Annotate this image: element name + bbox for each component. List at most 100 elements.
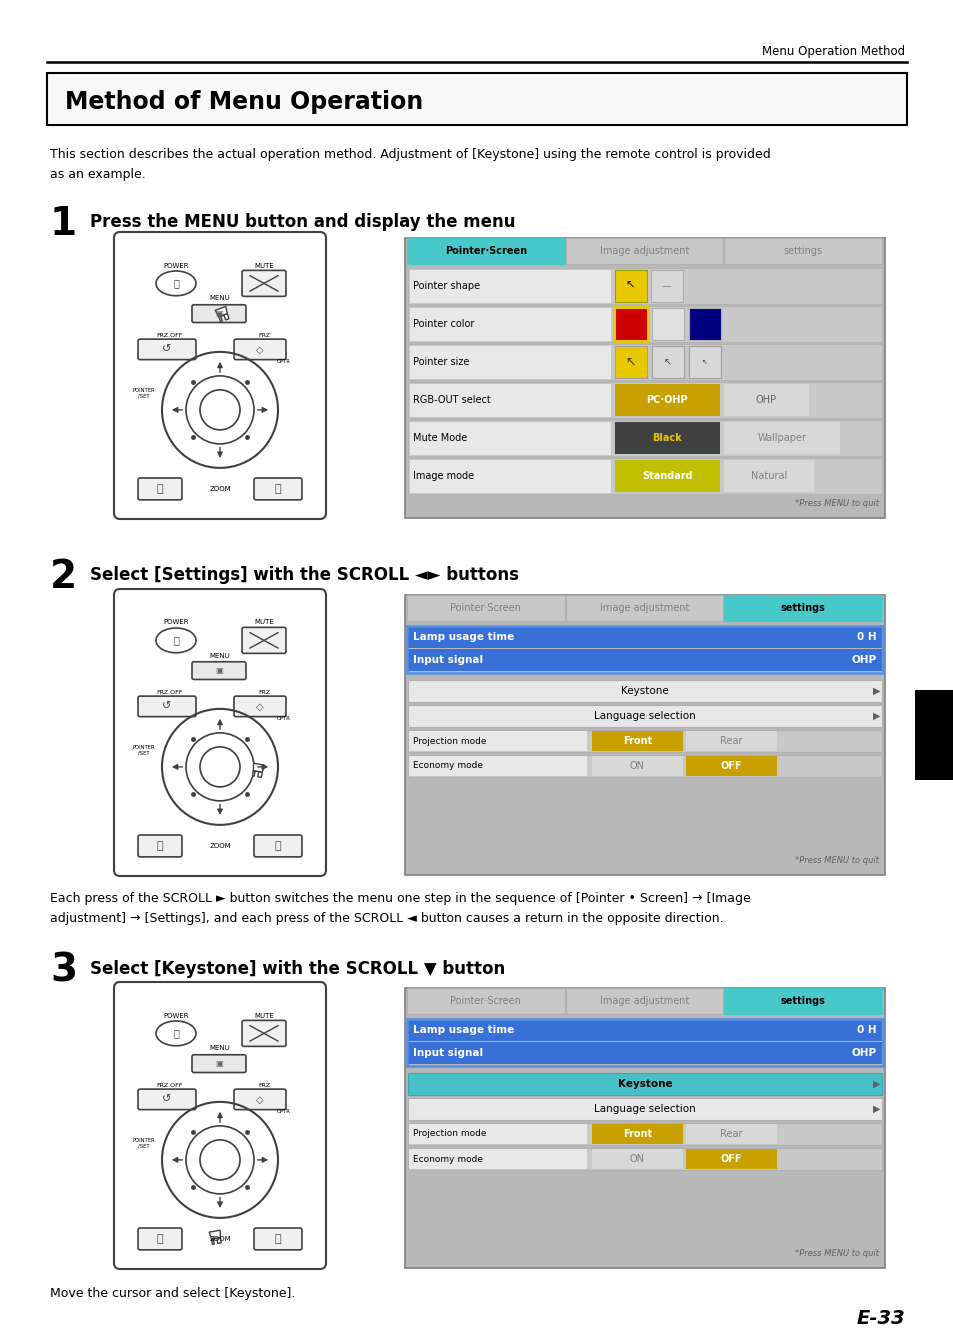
Text: Black: Black	[652, 432, 681, 443]
Bar	[408, 1123, 882, 1145]
Text: ZOOM: ZOOM	[209, 844, 231, 849]
Bar	[688, 345, 720, 378]
Bar	[408, 458, 882, 494]
FancyBboxPatch shape	[192, 661, 246, 679]
Text: Select [Settings] with the SCROLL ◄► buttons: Select [Settings] with the SCROLL ◄► but…	[90, 566, 518, 584]
Text: Projection mode: Projection mode	[413, 1130, 486, 1138]
FancyBboxPatch shape	[138, 836, 182, 857]
Bar	[591, 1123, 682, 1144]
Text: OHP: OHP	[755, 395, 776, 404]
Bar	[409, 731, 586, 751]
Text: MENU: MENU	[210, 1046, 230, 1051]
Text: 👥: 👥	[274, 1235, 281, 1244]
Text: Keystone: Keystone	[620, 686, 668, 696]
Text: POWER: POWER	[163, 262, 189, 269]
Text: ▣: ▣	[214, 665, 223, 675]
Bar	[591, 757, 682, 777]
Bar	[408, 706, 882, 727]
Bar	[408, 1148, 882, 1170]
Text: Image adjustment: Image adjustment	[599, 603, 688, 613]
Text: Image adjustment: Image adjustment	[599, 996, 688, 1006]
Text: This section describes the actual operation method. Adjustment of [Keystone] usi: This section describes the actual operat…	[50, 149, 770, 181]
Text: Pointer size: Pointer size	[413, 358, 469, 367]
Text: POINTER
/SET: POINTER /SET	[132, 744, 155, 755]
FancyBboxPatch shape	[253, 478, 302, 499]
FancyBboxPatch shape	[233, 696, 286, 716]
Text: Pointer color: Pointer color	[413, 319, 474, 329]
Text: CPTR: CPTR	[276, 716, 291, 722]
Bar	[613, 307, 647, 341]
Text: ↺: ↺	[162, 344, 172, 355]
Bar	[408, 1098, 882, 1119]
FancyBboxPatch shape	[192, 1055, 246, 1073]
Text: ↺: ↺	[162, 1094, 172, 1105]
Bar	[650, 270, 682, 303]
Text: Front: Front	[622, 1129, 651, 1139]
Bar	[723, 238, 882, 264]
Bar	[614, 345, 646, 378]
Text: Front: Front	[622, 736, 651, 746]
Text: ⏻: ⏻	[172, 1028, 179, 1038]
Text: ◇: ◇	[256, 702, 263, 711]
Bar	[565, 238, 722, 264]
Bar	[614, 308, 646, 340]
Text: ◇: ◇	[256, 344, 263, 355]
Text: Select [Keystone] with the SCROLL ▼ button: Select [Keystone] with the SCROLL ▼ butt…	[90, 960, 505, 977]
Text: POINTER
/SET: POINTER /SET	[132, 388, 155, 399]
Bar	[409, 1123, 586, 1144]
Polygon shape	[215, 307, 227, 316]
Text: settings: settings	[780, 603, 824, 613]
FancyBboxPatch shape	[138, 1228, 182, 1249]
Bar	[47, 74, 906, 125]
Text: FRZ: FRZ	[257, 690, 270, 695]
Text: FRZ.OFF: FRZ.OFF	[156, 333, 183, 339]
Bar	[651, 308, 683, 340]
Bar	[408, 1073, 882, 1095]
Text: Menu Operation Method: Menu Operation Method	[761, 46, 904, 59]
Text: POINTER
/SET: POINTER /SET	[132, 1138, 155, 1149]
Polygon shape	[253, 766, 262, 778]
Text: Input signal: Input signal	[413, 1048, 482, 1058]
Text: 2: 2	[50, 558, 77, 596]
Text: Rear: Rear	[720, 736, 741, 746]
Bar	[723, 422, 840, 454]
Text: Economy mode: Economy mode	[413, 762, 482, 770]
Bar	[685, 731, 776, 751]
Bar	[407, 1019, 882, 1066]
Text: Pointer·Screen: Pointer·Screen	[444, 246, 526, 256]
FancyBboxPatch shape	[253, 1228, 302, 1249]
Bar	[723, 461, 813, 491]
Text: Pointer·Screen: Pointer·Screen	[450, 603, 520, 613]
Bar	[614, 270, 646, 303]
Text: Standard: Standard	[641, 471, 692, 481]
Bar	[409, 459, 610, 493]
Bar	[408, 420, 882, 457]
Text: *Press MENU to quit: *Press MENU to quit	[794, 856, 878, 865]
Bar	[614, 422, 720, 454]
Bar	[408, 680, 882, 702]
FancyBboxPatch shape	[192, 305, 246, 323]
FancyBboxPatch shape	[113, 981, 326, 1269]
Bar	[408, 649, 882, 671]
Text: MENU: MENU	[210, 296, 230, 301]
Bar	[409, 1149, 586, 1169]
Text: Natural: Natural	[750, 471, 786, 481]
Bar	[405, 595, 884, 874]
Bar	[409, 269, 610, 303]
Bar	[408, 1019, 882, 1040]
Text: ON: ON	[629, 1154, 644, 1164]
Bar	[591, 1149, 682, 1169]
Text: ↖: ↖	[700, 359, 707, 366]
Text: ⏻: ⏻	[172, 636, 179, 645]
Text: OHP: OHP	[851, 655, 876, 665]
Bar	[409, 383, 610, 416]
Text: Method of Menu Operation: Method of Menu Operation	[65, 90, 423, 114]
FancyBboxPatch shape	[253, 836, 302, 857]
Text: ZOOM: ZOOM	[209, 1236, 231, 1243]
FancyBboxPatch shape	[138, 478, 182, 499]
Bar	[914, 690, 953, 781]
Bar	[685, 1149, 776, 1169]
Text: POWER: POWER	[163, 620, 189, 625]
Text: 👤: 👤	[156, 1235, 163, 1244]
FancyBboxPatch shape	[233, 1089, 286, 1110]
